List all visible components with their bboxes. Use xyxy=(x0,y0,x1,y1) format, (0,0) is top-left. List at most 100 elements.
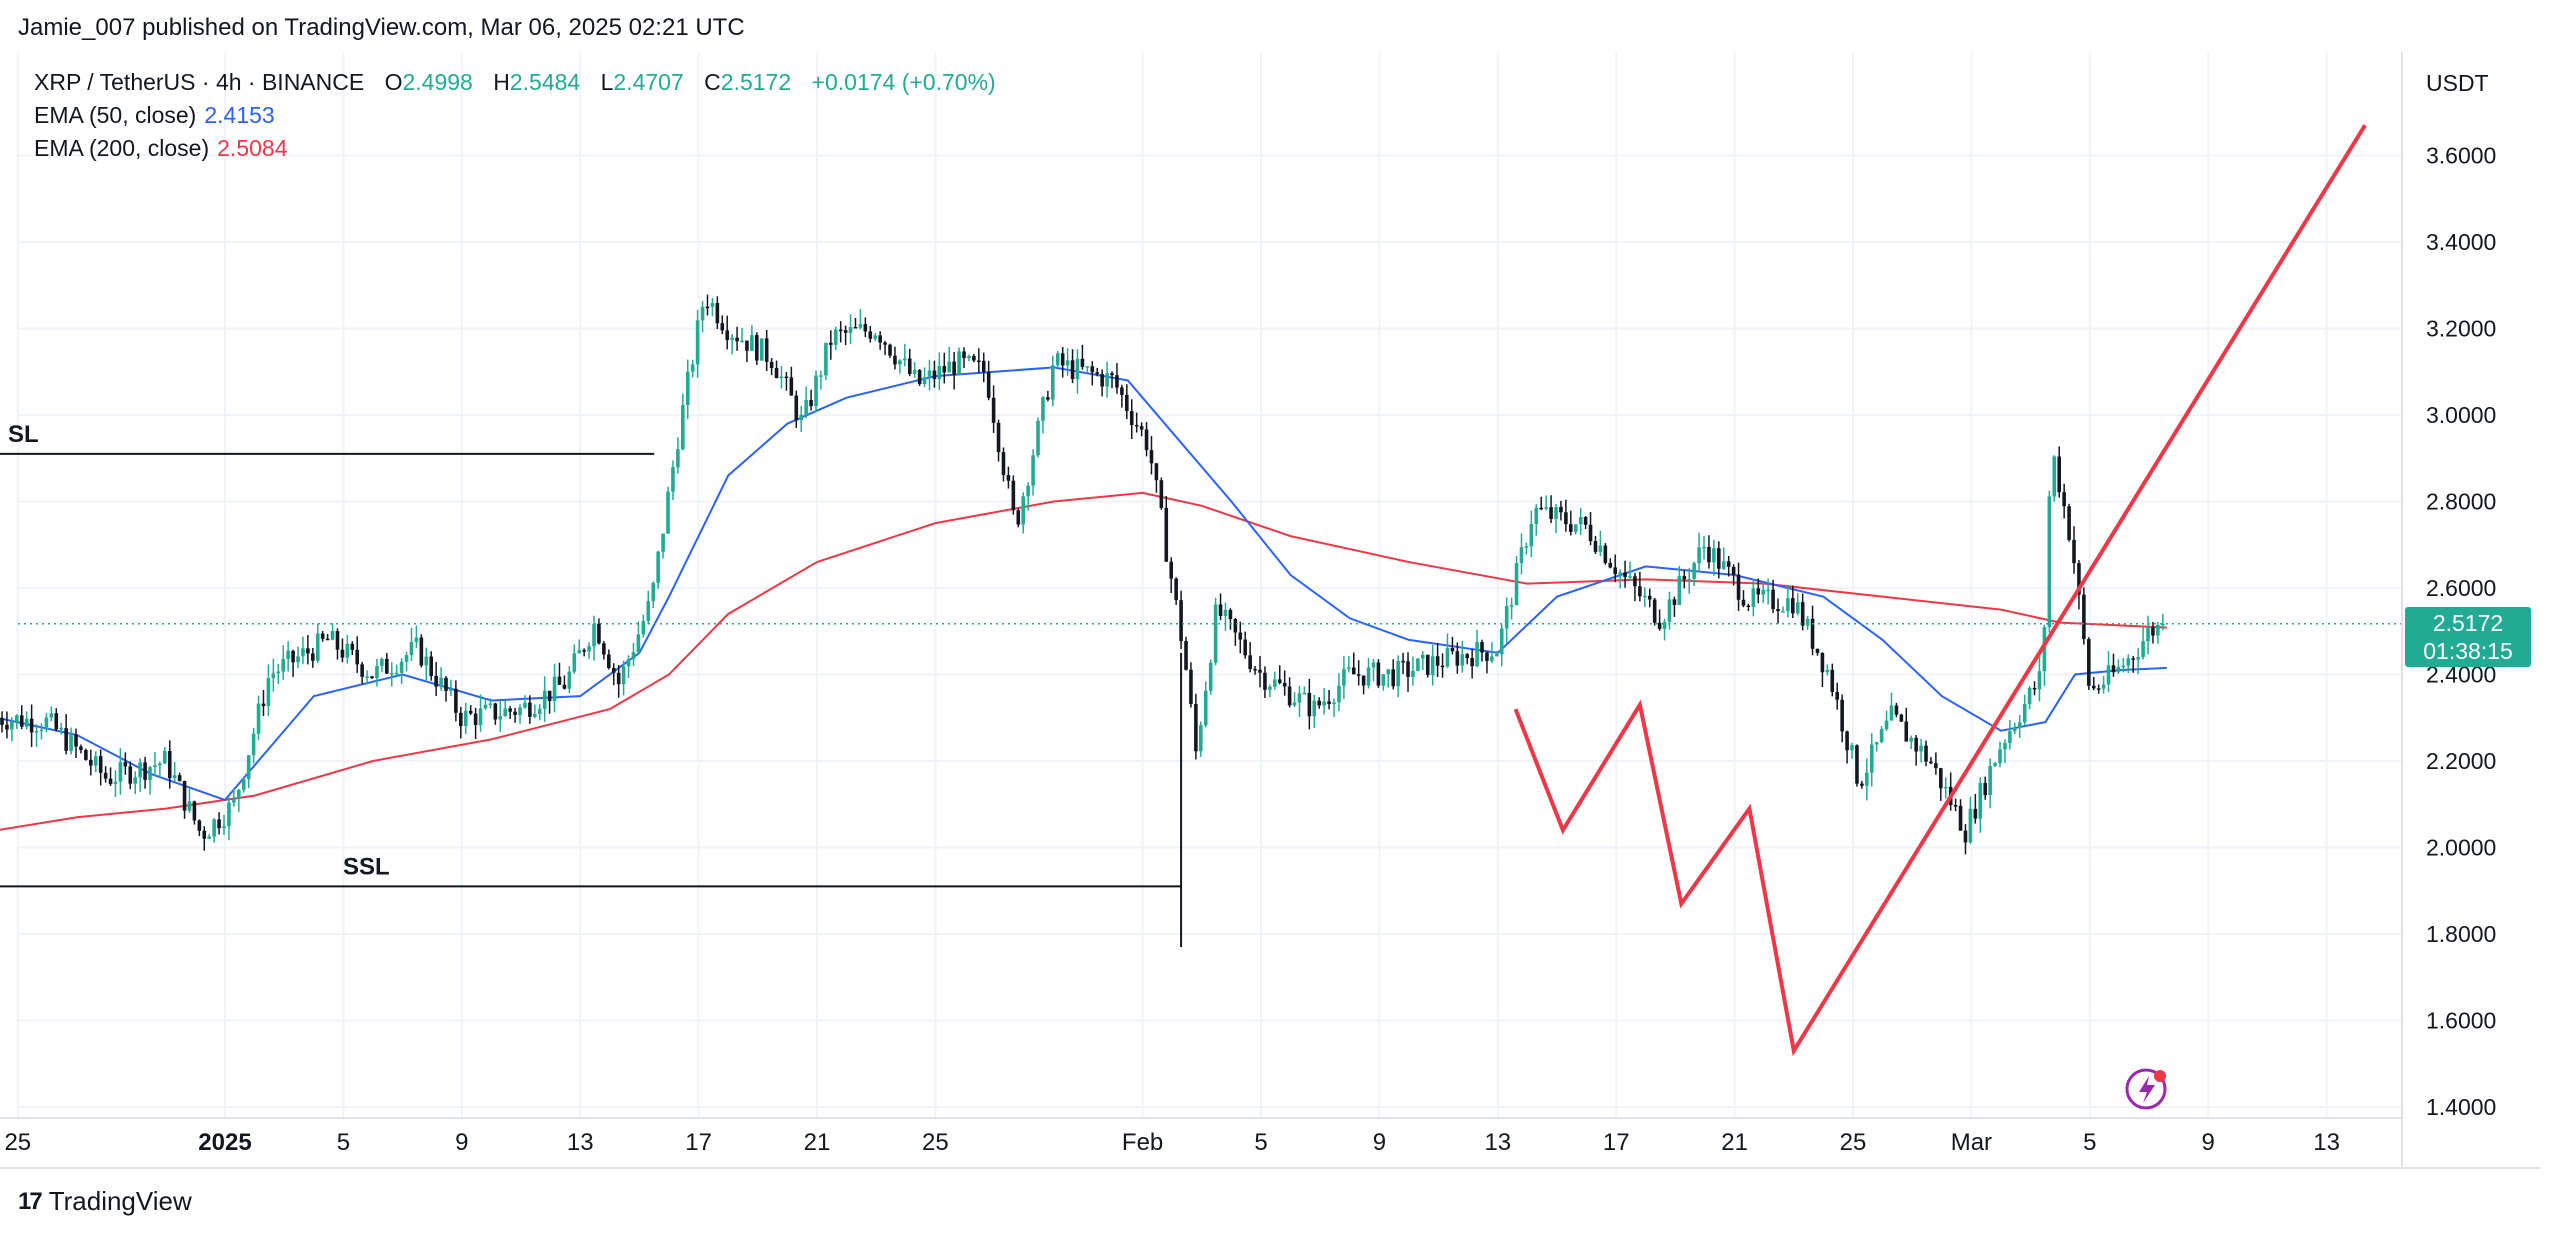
candle-body xyxy=(1371,662,1376,668)
annotations-layer: SL SSL xyxy=(0,124,2402,1057)
candle-body xyxy=(2022,704,2027,723)
candle-body xyxy=(1652,599,1657,623)
candle-body xyxy=(611,667,616,673)
x-tick-label: 21 xyxy=(804,1129,831,1156)
candle-body xyxy=(1657,622,1662,629)
candle-body xyxy=(542,690,547,709)
x-tick-label: 13 xyxy=(2313,1129,2340,1156)
candle-body xyxy=(700,306,705,321)
candle-body xyxy=(1238,632,1243,640)
ema50-value: 2.4153 xyxy=(204,102,275,128)
candle-body xyxy=(1184,641,1188,670)
y-tick-label: 1.8000 xyxy=(2426,921,2496,947)
candle-body xyxy=(597,623,601,644)
candle-body xyxy=(1268,686,1272,690)
x-tick-label: 13 xyxy=(1484,1129,1511,1156)
candle-body xyxy=(1504,605,1509,629)
candle-body xyxy=(1539,507,1544,510)
candle-body xyxy=(1095,372,1100,374)
price-axis-title[interactable]: USDT xyxy=(2426,70,2489,96)
candle-body xyxy=(2146,627,2150,642)
candle-body xyxy=(952,361,956,375)
candle-body xyxy=(794,395,799,421)
candle-body xyxy=(508,708,512,712)
candle-body xyxy=(2151,627,2155,636)
candle-body xyxy=(2141,641,2145,658)
footer-brand[interactable]: 17 TradingView xyxy=(18,1186,192,1217)
candle-body xyxy=(399,661,404,673)
open-value: 2.4998 xyxy=(402,69,473,95)
candle-body xyxy=(1455,651,1460,666)
candle-body xyxy=(493,703,498,720)
candle-body xyxy=(1376,662,1381,686)
x-tick-label: 13 xyxy=(567,1129,594,1156)
candle-body xyxy=(661,533,665,552)
candle-body xyxy=(621,666,626,685)
candle-body xyxy=(1924,745,1928,762)
y-tick-label: 1.6000 xyxy=(2426,1008,2496,1034)
candle-body xyxy=(1386,669,1391,675)
candle-body xyxy=(1450,648,1455,652)
x-tick-label: 17 xyxy=(685,1129,712,1156)
candle-body xyxy=(409,641,414,656)
candle-body xyxy=(1953,805,1958,807)
candle-body xyxy=(315,633,320,661)
candle-body xyxy=(932,370,937,380)
candle-body xyxy=(1174,578,1178,601)
candle-body xyxy=(296,656,300,663)
candle-body xyxy=(666,491,670,534)
candle-body xyxy=(1154,463,1159,481)
candle-body xyxy=(1712,548,1716,563)
candle-body xyxy=(187,801,192,811)
candle-body xyxy=(281,658,286,672)
ema50-row[interactable]: EMA (50, close) 2.4153 xyxy=(34,99,996,132)
lightning-bolt-icon[interactable] xyxy=(2125,1068,2167,1110)
candle-body xyxy=(1115,375,1119,388)
candle-body xyxy=(695,320,700,365)
candle-body xyxy=(602,643,606,655)
candle-body xyxy=(1307,692,1312,717)
candle-body xyxy=(537,708,542,714)
candle-body xyxy=(592,623,596,647)
candle-body xyxy=(468,710,473,714)
candle-body xyxy=(513,711,517,715)
ema-50-line xyxy=(0,366,2167,802)
candle-body xyxy=(1973,808,1978,819)
symbol-label[interactable]: XRP / TetherUS · 4h · BINANCE xyxy=(34,69,365,95)
candle-body xyxy=(1815,648,1820,653)
candle-body xyxy=(1889,705,1894,721)
candle-body xyxy=(1470,658,1474,667)
low-value: 2.4707 xyxy=(613,69,684,95)
candle-body xyxy=(1573,524,1578,532)
candle-body xyxy=(74,734,78,747)
candle-body xyxy=(656,551,660,583)
candle-body xyxy=(814,375,818,407)
candle-body xyxy=(1860,783,1864,786)
candle-body xyxy=(1253,668,1257,671)
candle-body xyxy=(759,338,764,361)
candle-body xyxy=(1480,642,1484,653)
candle-body xyxy=(1593,541,1598,552)
candle-body xyxy=(128,766,133,784)
candle-body xyxy=(720,323,725,331)
candle-body xyxy=(1149,450,1154,464)
candle-body xyxy=(1036,420,1040,456)
candle-body xyxy=(1317,700,1322,706)
candle-body xyxy=(1164,507,1169,562)
candle-body xyxy=(1904,721,1909,742)
candle-body xyxy=(2106,665,2111,685)
candle-body xyxy=(172,775,177,779)
candle-body xyxy=(1322,701,1326,706)
x-tick-label: 25 xyxy=(4,1129,31,1156)
candle-body xyxy=(39,729,44,732)
candle-body xyxy=(616,672,621,685)
x-tick-label: 9 xyxy=(455,1129,468,1156)
ema200-row[interactable]: EMA (200, close) 2.5084 xyxy=(34,132,996,165)
candle-body xyxy=(380,658,384,666)
candle-body xyxy=(1406,661,1410,677)
candle-body xyxy=(646,601,651,621)
candle-body xyxy=(1805,618,1810,626)
candle-body xyxy=(922,377,927,385)
candle-body xyxy=(1381,674,1386,686)
